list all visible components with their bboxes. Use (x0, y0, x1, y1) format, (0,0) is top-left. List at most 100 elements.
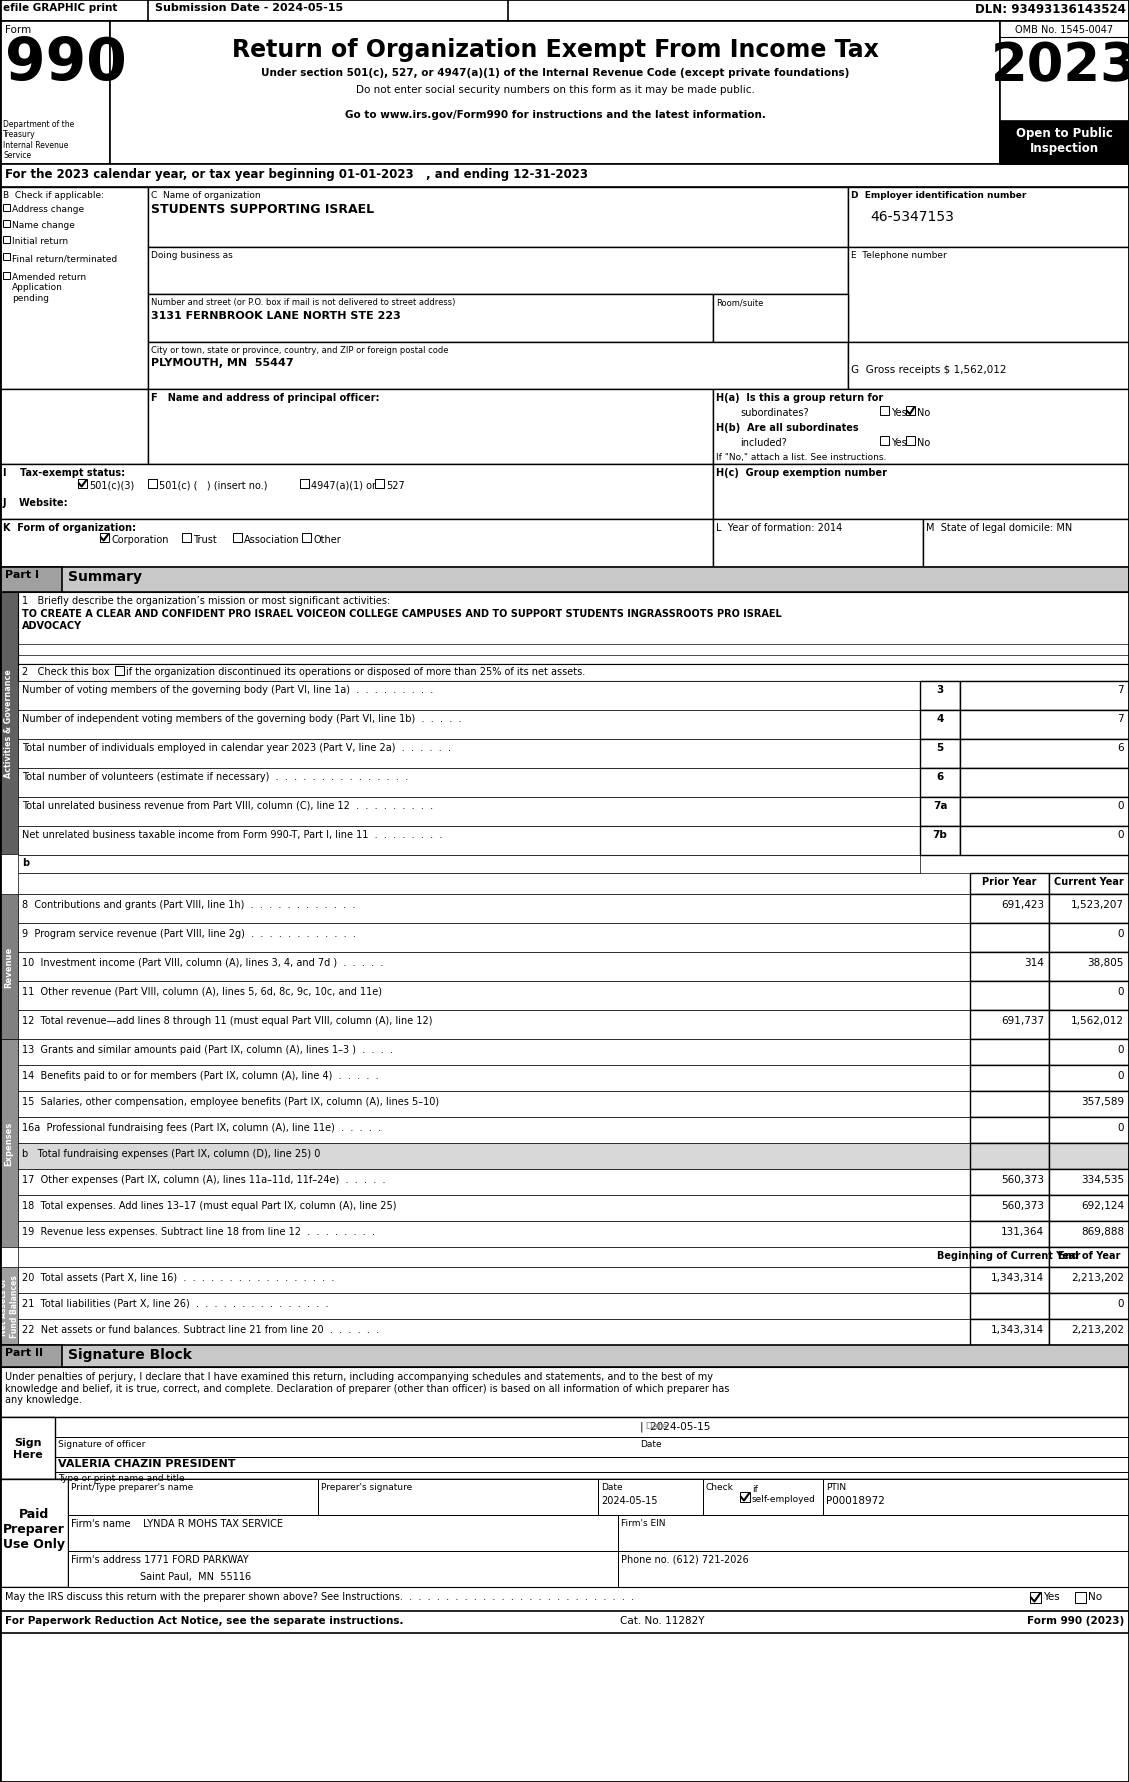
Text: I    Tax-exempt status:: I Tax-exempt status: (3, 467, 125, 478)
Bar (970, 1066, 1049, 1091)
Text: STUDENTS SUPPORTING ISRAEL: STUDENTS SUPPORTING ISRAEL (151, 203, 374, 216)
Bar (68, 1550, 618, 1588)
Text: Firm's EIN: Firm's EIN (621, 1518, 665, 1527)
Bar (1049, 1319, 1129, 1345)
Bar (1049, 1169, 1129, 1196)
Bar (848, 248, 1129, 342)
Text: M  State of legal domicile: MN: M State of legal domicile: MN (926, 522, 1073, 533)
Text: End of Year: End of Year (1058, 1251, 1120, 1260)
Text: 15  Salaries, other compensation, employee benefits (Part IX, column (A), lines : 15 Salaries, other compensation, employe… (21, 1096, 439, 1107)
Text: No: No (917, 438, 930, 447)
Bar (823, 1479, 1129, 1515)
Text: 691,423: 691,423 (1001, 900, 1044, 909)
Bar (1049, 952, 1129, 982)
Text: Trust: Trust (193, 535, 217, 545)
Text: 7b: 7b (933, 830, 947, 839)
Text: Under penalties of perjury, I declare that I have examined this return, includin: Under penalties of perjury, I declare th… (5, 1370, 729, 1404)
Text: 1,523,207: 1,523,207 (1071, 900, 1124, 909)
Text: P00018972: P00018972 (826, 1495, 885, 1506)
Bar (1049, 1117, 1129, 1144)
Text: 0: 0 (1118, 1044, 1124, 1055)
Bar (739, 1492, 750, 1502)
Text: 6: 6 (1118, 743, 1124, 752)
Bar (148, 342, 848, 390)
Text: 314: 314 (1024, 957, 1044, 968)
Bar (100, 533, 110, 544)
Bar (1030, 1591, 1041, 1604)
Bar (598, 1479, 703, 1515)
Text: Form 990 (2023): Form 990 (2023) (1026, 1614, 1124, 1625)
Text: 0: 0 (1118, 1123, 1124, 1132)
Text: Room/suite: Room/suite (716, 298, 763, 307)
Bar (848, 342, 1129, 390)
Text: Form: Form (5, 25, 32, 36)
Bar (0, 1267, 18, 1345)
Text: Net unrelated business taxable income from Form 990-T, Part I, line 11  .  .  . : Net unrelated business taxable income fr… (21, 830, 443, 839)
Text: Saint Paul,  MN  55116: Saint Paul, MN 55116 (140, 1572, 251, 1581)
Bar (970, 1294, 1049, 1319)
Bar (182, 533, 191, 544)
Text: No: No (1088, 1591, 1102, 1600)
Bar (1000, 21, 1129, 166)
Bar (18, 923, 970, 952)
Bar (0, 21, 1129, 166)
Bar (18, 711, 920, 740)
Text: 17  Other expenses (Part IX, column (A), lines 11a–11d, 11f–24e)  .  .  .  .  .: 17 Other expenses (Part IX, column (A), … (21, 1174, 385, 1185)
Bar (920, 798, 960, 827)
Bar (879, 406, 889, 415)
Text: Name change: Name change (12, 221, 75, 230)
Bar (3, 273, 10, 280)
Text: 0: 0 (1118, 800, 1124, 811)
Bar (3, 237, 10, 244)
Text: 869,888: 869,888 (1080, 1226, 1124, 1237)
Bar (970, 982, 1049, 1010)
Text: 334,535: 334,535 (1080, 1174, 1124, 1185)
Bar (18, 1169, 970, 1196)
Bar (18, 1247, 970, 1267)
Bar (115, 666, 124, 675)
Text: Yes: Yes (1043, 1591, 1060, 1600)
Text: Expenses: Expenses (5, 1121, 14, 1165)
Text: Yes: Yes (891, 438, 907, 447)
Bar (18, 798, 920, 827)
Text: H(a)  Is this a group return for: H(a) Is this a group return for (716, 392, 883, 403)
Bar (970, 1221, 1049, 1247)
Bar (970, 1010, 1049, 1039)
Bar (1049, 1294, 1129, 1319)
Bar (920, 827, 960, 855)
Text: 46-5347153: 46-5347153 (870, 210, 954, 225)
Text: Date: Date (601, 1483, 622, 1492)
Bar (3, 221, 10, 228)
Text: Number and street (or P.O. box if mail is not delivered to street address): Number and street (or P.O. box if mail i… (151, 298, 455, 307)
Bar (68, 1479, 318, 1515)
Text: 14  Benefits paid to or for members (Part IX, column (A), line 4)  .  .  .  .  .: 14 Benefits paid to or for members (Part… (21, 1071, 378, 1080)
Text: 20  Total assets (Part X, line 16)  .  .  .  .  .  .  .  .  .  .  .  .  .  .  . : 20 Total assets (Part X, line 16) . . . … (21, 1272, 334, 1283)
Text: 527: 527 (386, 481, 405, 490)
Bar (879, 437, 889, 446)
Bar (920, 683, 960, 711)
Bar (905, 437, 914, 446)
Bar (1049, 1196, 1129, 1221)
Text: 38,805: 38,805 (1087, 957, 1124, 968)
Text: Beginning of Current Year: Beginning of Current Year (937, 1251, 1080, 1260)
Text: H(b)  Are all subordinates: H(b) Are all subordinates (716, 422, 859, 433)
Text: Sign
Here: Sign Here (14, 1438, 43, 1459)
Bar (618, 1550, 1129, 1588)
Text: Print/Type preparer's name: Print/Type preparer's name (71, 1483, 193, 1492)
Text: 0: 0 (1118, 987, 1124, 996)
Bar (960, 798, 1129, 827)
Bar (375, 479, 384, 488)
Text: 7: 7 (1118, 684, 1124, 695)
Text: OMB No. 1545-0047: OMB No. 1545-0047 (1015, 25, 1113, 36)
Bar (970, 1117, 1049, 1144)
Text: G  Gross receipts $ 1,562,012: G Gross receipts $ 1,562,012 (851, 365, 1006, 374)
Bar (18, 1010, 970, 1039)
Bar (0, 0, 1129, 21)
Text: 18  Total expenses. Add lines 13–17 (must equal Part IX, column (A), line 25): 18 Total expenses. Add lines 13–17 (must… (21, 1201, 396, 1210)
Bar (1075, 1591, 1086, 1604)
Text: 1,562,012: 1,562,012 (1071, 1016, 1124, 1025)
Text: Signature of officer: Signature of officer (58, 1440, 146, 1449)
Text: J    Website:: J Website: (3, 497, 69, 508)
Bar (970, 1144, 1049, 1169)
Text: Current Year: Current Year (1054, 877, 1123, 886)
